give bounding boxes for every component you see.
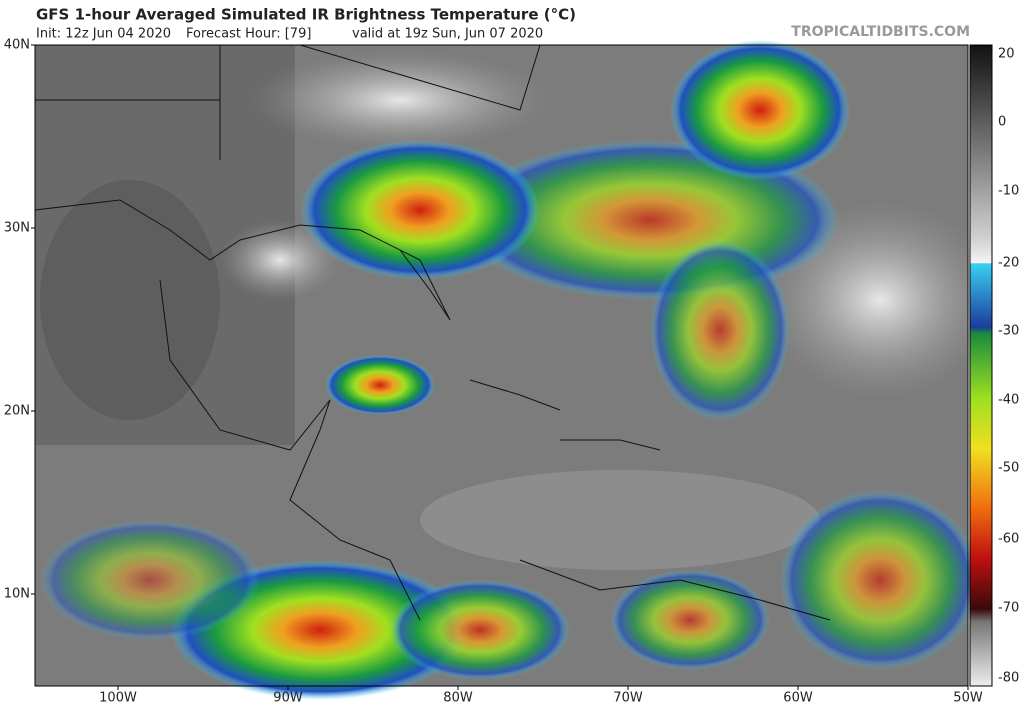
- init-time: Init: 12z Jun 04 2020: [36, 27, 171, 42]
- colorbar-label: 0: [998, 115, 1006, 130]
- colorbar-label: -50: [998, 461, 1019, 476]
- watermark: TROPICALTIDBITS.COM: [791, 24, 970, 40]
- colorbar-label: -80: [998, 671, 1019, 686]
- lon-label: 90W: [273, 691, 303, 706]
- colorbar-label: -20: [998, 256, 1019, 271]
- lon-label: 100W: [99, 691, 137, 706]
- lon-label: 60W: [783, 691, 813, 706]
- lon-label: 80W: [443, 691, 473, 706]
- colorbar-label: -30: [998, 324, 1019, 339]
- valid-time: valid at 19z Sun, Jun 07 2020: [352, 27, 543, 42]
- colorbar-label: -70: [998, 601, 1019, 616]
- forecast-hour: Forecast Hour: [79]: [186, 27, 311, 42]
- lon-label: 50W: [953, 691, 983, 706]
- colorbar: [969, 44, 993, 687]
- colorbar-label: -40: [998, 393, 1019, 408]
- lon-label: 70W: [613, 691, 643, 706]
- lat-label: 10N: [4, 587, 30, 602]
- title: GFS 1-hour Averaged Simulated IR Brightn…: [36, 6, 576, 24]
- map: [34, 40, 1000, 700]
- colorbar-label: -10: [998, 184, 1019, 199]
- lat-label: 40N: [4, 38, 30, 53]
- colorbar-label: 20: [998, 47, 1015, 62]
- lat-label: 30N: [4, 221, 30, 236]
- colorbar-label: -60: [998, 532, 1019, 547]
- lat-label: 20N: [4, 404, 30, 419]
